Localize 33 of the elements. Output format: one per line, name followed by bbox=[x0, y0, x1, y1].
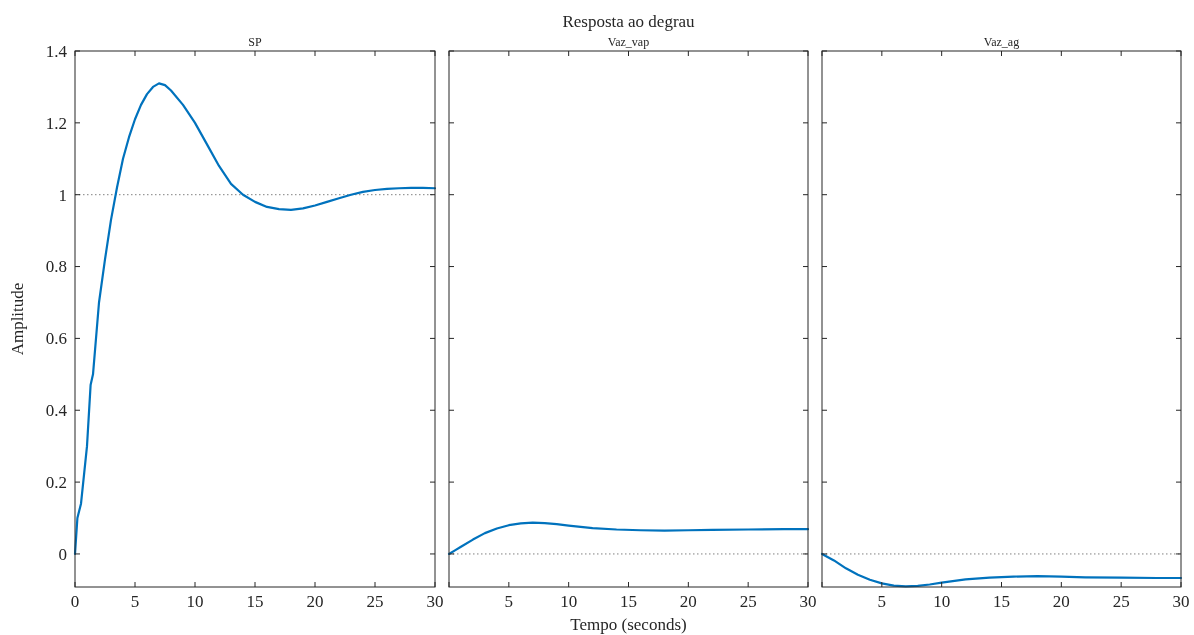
x-tick-label: 30 bbox=[426, 592, 444, 611]
y-tick-label: 1.4 bbox=[45, 41, 68, 61]
x-tick-label: 25 bbox=[1112, 592, 1130, 611]
y-tick-label: 1 bbox=[58, 185, 67, 205]
x-tick-label: 5 bbox=[877, 592, 887, 611]
y-tick-label: 0.8 bbox=[45, 257, 67, 277]
x-tick-label: 15 bbox=[246, 592, 264, 611]
x-tick-label: 15 bbox=[993, 592, 1010, 611]
x-tick-label: 20 bbox=[1052, 592, 1070, 611]
y-axis-title: Amplitude bbox=[8, 282, 27, 356]
x-tick-label: 5 bbox=[504, 592, 514, 611]
x-tick-label: 0 bbox=[70, 592, 80, 611]
x-tick-label: 10 bbox=[186, 592, 204, 611]
x-tick-label: 5 bbox=[130, 592, 140, 611]
chart-subtitle: Vaz_vap bbox=[607, 35, 650, 49]
x-tick-label: 10 bbox=[560, 592, 578, 611]
x-tick-label: 15 bbox=[620, 592, 637, 611]
y-tick-label: 0.4 bbox=[45, 401, 68, 421]
chart-subtitle: SP bbox=[248, 35, 262, 49]
chart-title: Resposta ao degrau bbox=[562, 12, 696, 31]
x-tick-label: 30 bbox=[1172, 592, 1190, 611]
y-tick-label: 0.2 bbox=[45, 473, 67, 493]
x-tick-label: 25 bbox=[739, 592, 757, 611]
y-tick-label: 0 bbox=[58, 544, 67, 564]
x-tick-label: 25 bbox=[366, 592, 384, 611]
x-tick-label: 30 bbox=[799, 592, 817, 611]
x-tick-label: 20 bbox=[306, 592, 324, 611]
chart-subtitle: Vaz_ag bbox=[983, 35, 1020, 49]
y-tick-label: 0.6 bbox=[45, 329, 67, 349]
x-tick-label: 20 bbox=[679, 592, 697, 611]
y-tick-label: 1.2 bbox=[45, 113, 67, 133]
x-tick-label: 10 bbox=[933, 592, 951, 611]
x-axis-title: Tempo (seconds) bbox=[570, 615, 687, 634]
